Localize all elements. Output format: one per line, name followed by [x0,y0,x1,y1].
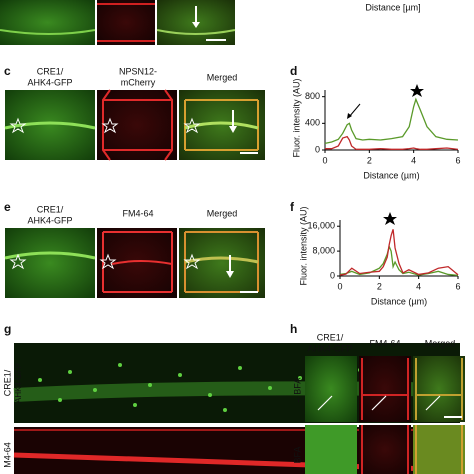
column-label: AHK4-GFP [27,77,72,87]
axis-label: Distance [µm] [365,2,420,12]
micrographs-h [305,356,465,474]
panel-label: f [290,200,295,214]
column-label: CRE1/ [37,66,64,76]
row-label: – BFA [292,378,302,403]
column-label: FM4-64 [369,338,400,348]
annotation-star [383,212,397,225]
micrographs-e [4,228,265,298]
row-label: BFA [292,446,302,463]
x-tick-label: 0 [337,281,342,291]
annotation-star [410,84,424,97]
x-axis-label: Distance (µm) [363,170,419,180]
x-tick-label: 6 [455,281,460,291]
y-tick-label: 400 [305,118,320,128]
column-label: AHK4-GFP [27,215,72,225]
y-tick-label: 800 [305,91,320,101]
column-label: Merged [207,208,238,218]
top-images [0,0,236,45]
x-tick-label: 2 [377,281,382,291]
row-label: M4-64 [2,442,12,468]
column-label: Merged [207,72,238,82]
column-label: AHK4-GFP [307,343,352,353]
column-label: mCherry [121,77,156,87]
data-line [325,135,459,150]
row-label: AHK4-GFP [14,363,23,403]
column-label: NPSN12- [119,66,157,76]
x-tick-label: 2 [367,155,372,165]
row-label: CRE1/ [2,369,12,396]
panel-label: c [4,64,11,78]
x-axis-label: Distance (µm) [371,296,427,306]
x-tick-label: 4 [411,155,416,165]
y-tick-label: 0 [315,144,320,154]
annotation-arrow [347,113,352,119]
column-label: CRE1/ [37,204,64,214]
data-line [339,229,459,276]
micrographs-c [4,89,265,161]
y-axis-label: Fluor. intensity (AU) [291,78,301,157]
column-label: CRE1/ [317,332,344,342]
panel-label: d [290,64,297,78]
data-line [324,97,459,144]
y-axis-label: Fluor. intensity (AU) [298,206,308,285]
x-tick-label: 4 [416,281,421,291]
panel-label: g [4,322,11,336]
column-label: FM4-64 [122,208,153,218]
y-tick-label: 0 [330,270,335,280]
panel-label: e [4,200,11,214]
x-tick-label: 0 [322,155,327,165]
y-tick-label: 8,000 [312,245,335,255]
column-label: Merged [425,338,456,348]
panel-label: h [290,322,297,336]
y-tick-label: 16,000 [307,221,335,231]
x-tick-label: 6 [455,155,460,165]
